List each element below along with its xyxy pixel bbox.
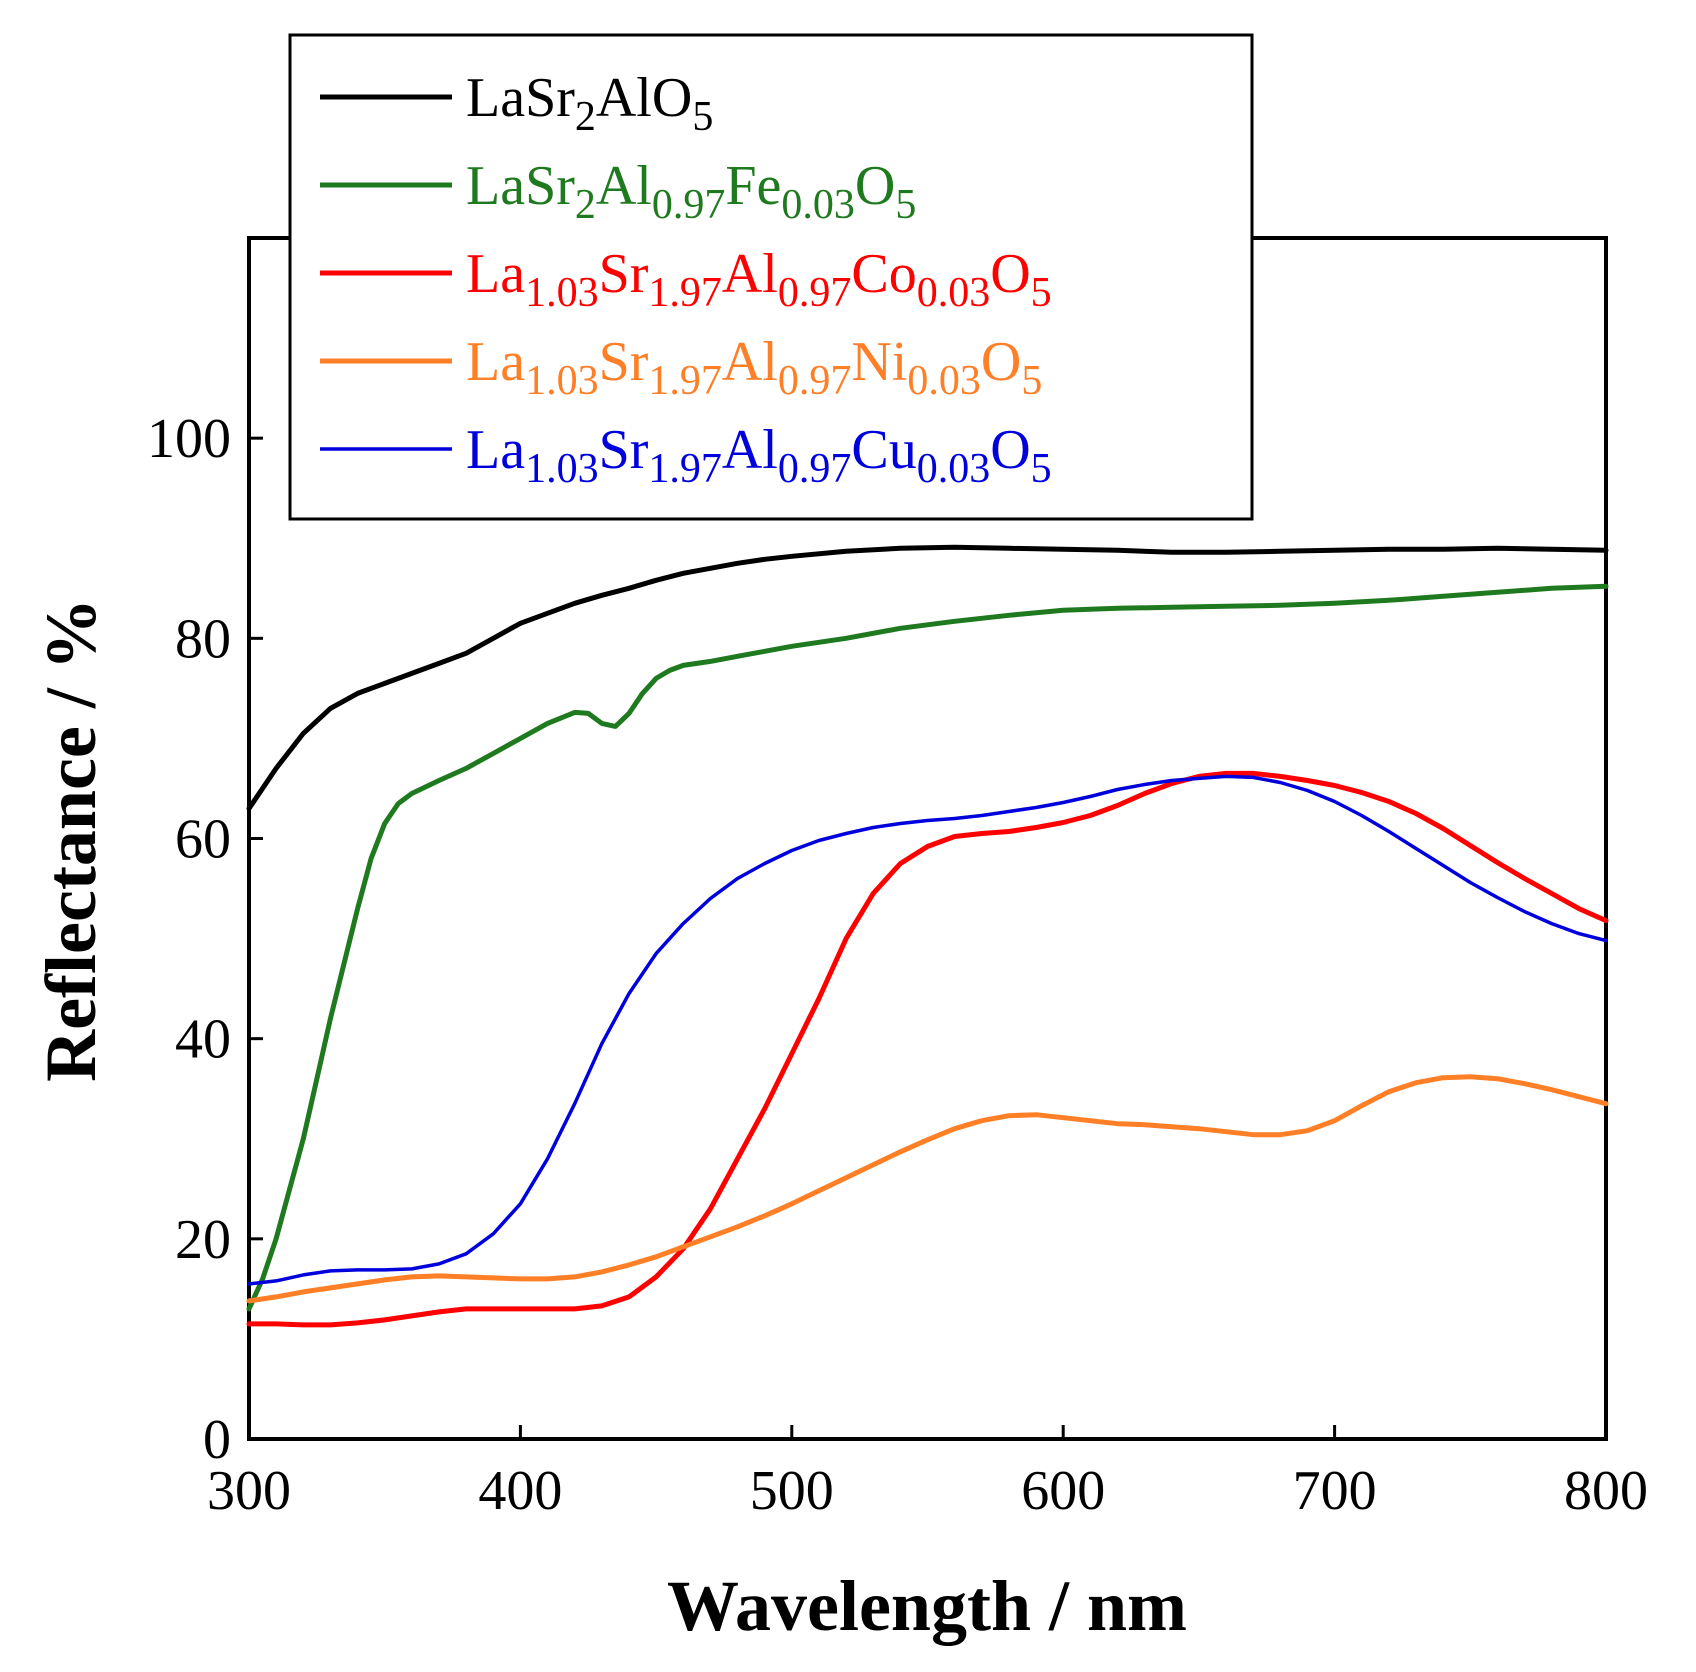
x-tick-label-3: 600: [1021, 1460, 1105, 1522]
legend-label-3: La1.03Sr1.97Al0.97Co0.03O5: [466, 243, 1052, 316]
x-axis-title: Wavelength / nm: [667, 1566, 1187, 1646]
x-tick-label-5: 800: [1564, 1460, 1648, 1522]
y-tick-label-4: 80: [175, 608, 231, 670]
series-group: [246, 544, 1609, 1328]
y-axis: 0 20 40 60 80 100: [147, 408, 263, 1471]
legend-label-1: LaSr2AlO5: [466, 67, 713, 140]
x-tick-label-4: 700: [1293, 1460, 1377, 1522]
y-tick-label-1: 20: [175, 1209, 231, 1271]
legend-label-2: LaSr2Al0.97Fe0.03O5: [466, 155, 916, 228]
y-axis-title: Reflectance / %: [31, 598, 111, 1082]
legend-entries: LaSr2AlO5 LaSr2Al0.97Fe0.03O5 La1.03Sr1.97…: [320, 67, 1052, 492]
x-tick-label-1: 400: [478, 1460, 562, 1522]
series-line-4: [246, 1074, 1609, 1304]
x-tick-label-2: 500: [750, 1460, 834, 1522]
legend: LaSr2AlO5 LaSr2Al0.97Fe0.03O5 La1.03Sr1.97…: [288, 33, 1254, 521]
y-tick-label-2: 40: [175, 1009, 231, 1071]
legend-box: [288, 33, 1254, 521]
series-line-1: [246, 544, 1609, 811]
x-tick-label-0: 300: [207, 1460, 291, 1522]
y-tick-label-3: 60: [175, 809, 231, 871]
y-tick-label-5: 100: [147, 408, 231, 470]
legend-label-4: La1.03Sr1.97Al0.97Ni0.03O5: [466, 331, 1042, 404]
series-line-2: [246, 583, 1609, 1312]
legend-label-5: La1.03Sr1.97Al0.97Cu0.03O5: [466, 419, 1052, 492]
series-line-5: [247, 774, 1608, 1286]
x-axis: 300 400 500 600 700 800: [207, 1425, 1648, 1522]
y-tick-label-0: 0: [203, 1409, 231, 1471]
series-line-3: [246, 770, 1609, 1328]
